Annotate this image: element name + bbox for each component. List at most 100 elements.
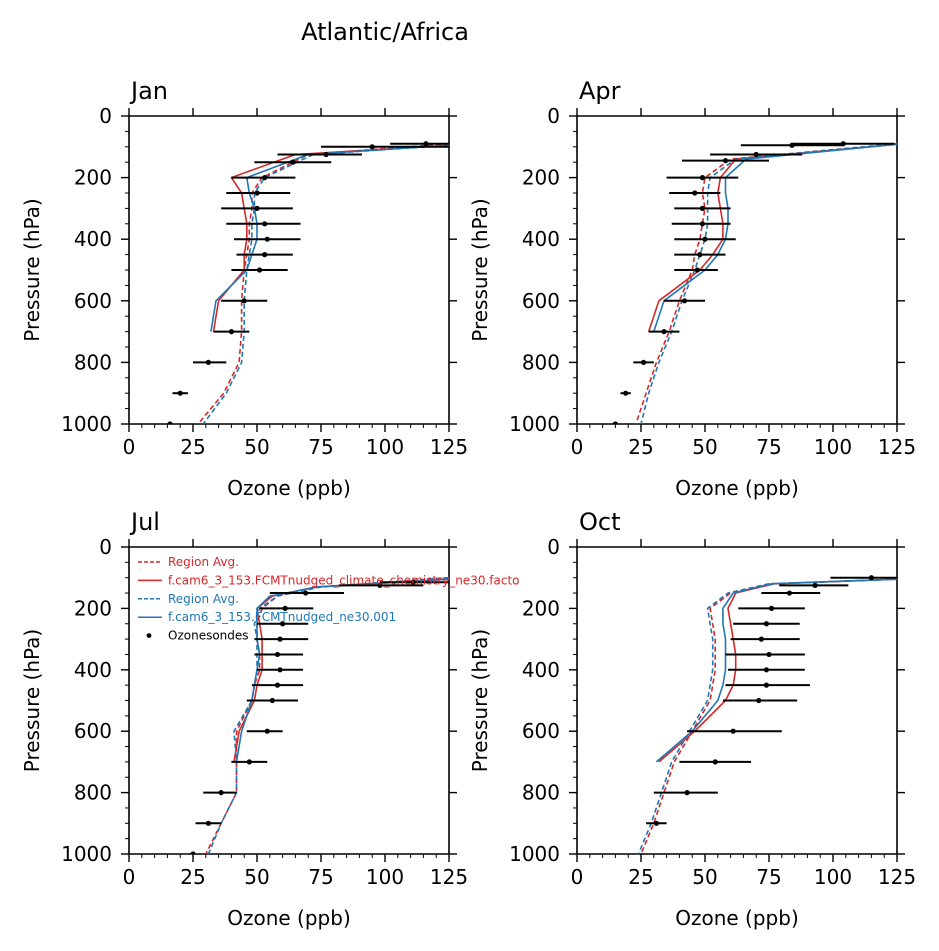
sonde-point — [753, 151, 759, 158]
sonde-point — [661, 329, 667, 335]
y-tick-label: 200 — [74, 166, 112, 190]
x-tick-label: 50 — [244, 865, 269, 889]
sonde-point — [254, 205, 260, 211]
sonde-point — [190, 851, 196, 854]
sonde-point — [702, 236, 708, 242]
y-tick-label: 0 — [547, 104, 560, 128]
y-tick-label: 800 — [522, 350, 560, 374]
x-tick-label: 0 — [123, 435, 136, 459]
x-tick-label: 100 — [366, 435, 404, 459]
sonde-point — [640, 359, 647, 365]
sonde-point — [692, 190, 698, 196]
sonde-point — [423, 141, 429, 147]
panel-jul: 0 25 50 75 100 125 0 200 400 600 800 1000 Jul Ozone (… — [20, 508, 520, 930]
series-line-1 — [640, 578, 897, 854]
panel-oct: 0 25 50 75 100 125 0 200 400 600 800 1000 Oct Ozone (… — [468, 508, 916, 930]
plot-area — [167, 141, 449, 424]
y-tick-label: 1000 — [509, 412, 560, 436]
sonde-point — [205, 359, 211, 365]
sonde-point — [369, 144, 375, 150]
sonde-point — [167, 421, 173, 424]
sonde-point — [205, 820, 211, 826]
x-tick-label: 125 — [430, 865, 468, 889]
x-tick-label: 125 — [878, 865, 916, 889]
sonde-point — [612, 421, 618, 424]
sonde-point — [699, 221, 706, 227]
sonde-point — [712, 759, 718, 765]
y-tick-label: 800 — [522, 781, 560, 805]
y-tick-label: 600 — [522, 719, 560, 743]
series-line-1 — [197, 142, 449, 424]
sonde-point — [177, 390, 183, 396]
x-tick-label: 25 — [628, 865, 653, 889]
y-tick-label: 400 — [522, 227, 560, 251]
sonde-point — [768, 605, 775, 612]
y-tick-label: 600 — [522, 289, 560, 313]
legend: Region Avg. f.cam6_3_153.FCMTnudged_clima… — [138, 555, 520, 643]
x-tick-label: 50 — [244, 435, 269, 459]
sonde-point — [699, 175, 706, 181]
y-tick-label: 400 — [74, 658, 112, 682]
legend-label: Region Avg. — [168, 555, 239, 569]
sonde-point — [763, 667, 770, 673]
y-axis-label: Pressure (hPa) — [468, 629, 492, 772]
x-tick-label: 25 — [628, 435, 653, 459]
sonde-point — [623, 390, 629, 396]
sonde-point — [241, 298, 247, 304]
y-tick-label: 0 — [547, 535, 560, 559]
sonde-point — [262, 221, 268, 227]
y-axis-label: Pressure (hPa) — [20, 629, 44, 772]
legend-marker — [146, 633, 152, 638]
x-tick-label: 100 — [814, 435, 852, 459]
x-tick-label: 125 — [430, 435, 468, 459]
sonde-point — [274, 651, 281, 658]
sonde-point — [269, 697, 275, 704]
sonde-point — [722, 158, 729, 164]
x-tick-label: 125 — [878, 435, 916, 459]
figure-title: Atlantic/Africa — [301, 18, 469, 46]
sonde-point — [681, 298, 688, 304]
x-tick-label: 0 — [571, 435, 584, 459]
sonde-point — [264, 728, 270, 734]
y-tick-label: 0 — [99, 104, 112, 128]
series-line-3 — [202, 144, 449, 424]
panel-title: Jul — [129, 508, 160, 536]
x-axis-label: Ozone (ppb) — [227, 906, 351, 930]
sonde-point — [282, 605, 288, 612]
series-line-4 — [653, 143, 897, 332]
x-axis-label: Ozone (ppb) — [227, 476, 351, 500]
sonde-point — [410, 579, 416, 585]
panel-title: Jan — [129, 77, 168, 105]
sonde-point — [763, 682, 770, 688]
sonde-point — [786, 590, 793, 596]
sonde-point — [694, 267, 700, 273]
panel-apr: 0 25 50 75 100 125 0 200 400 600 800 1000 Apr Ozone (… — [468, 77, 916, 500]
sonde-point — [699, 205, 706, 211]
legend-label: f.cam6_3_153.FCMTnudged_climate_chemistr… — [168, 573, 520, 587]
x-tick-label: 100 — [814, 865, 852, 889]
x-tick-label: 100 — [366, 865, 404, 889]
y-tick-label: 600 — [74, 719, 112, 743]
x-tick-label: 75 — [756, 435, 781, 459]
sonde-point — [684, 790, 690, 796]
panel-jan: 0 25 50 75 100 125 0 200 400 600 800 1000 Jan Ozone (… — [20, 77, 468, 500]
legend-label: Region Avg. — [168, 592, 239, 606]
sonde-point — [789, 142, 795, 148]
plot-area — [637, 575, 897, 854]
series-line-4 — [655, 578, 897, 763]
sonde-point — [246, 759, 252, 765]
y-tick-label: 1000 — [61, 412, 112, 436]
y-tick-label: 200 — [74, 596, 112, 620]
y-tick-label: 200 — [522, 166, 560, 190]
y-tick-label: 1000 — [509, 842, 560, 866]
sonde-point — [653, 820, 659, 826]
x-axis-label: Ozone (ppb) — [675, 906, 799, 930]
y-tick-label: 400 — [522, 658, 560, 682]
sonde-point — [274, 682, 281, 688]
sonde-point — [730, 728, 736, 734]
x-tick-label: 50 — [692, 865, 717, 889]
sonde-point — [254, 190, 260, 196]
series-line-4 — [235, 578, 449, 763]
x-tick-label: 0 — [123, 865, 136, 889]
